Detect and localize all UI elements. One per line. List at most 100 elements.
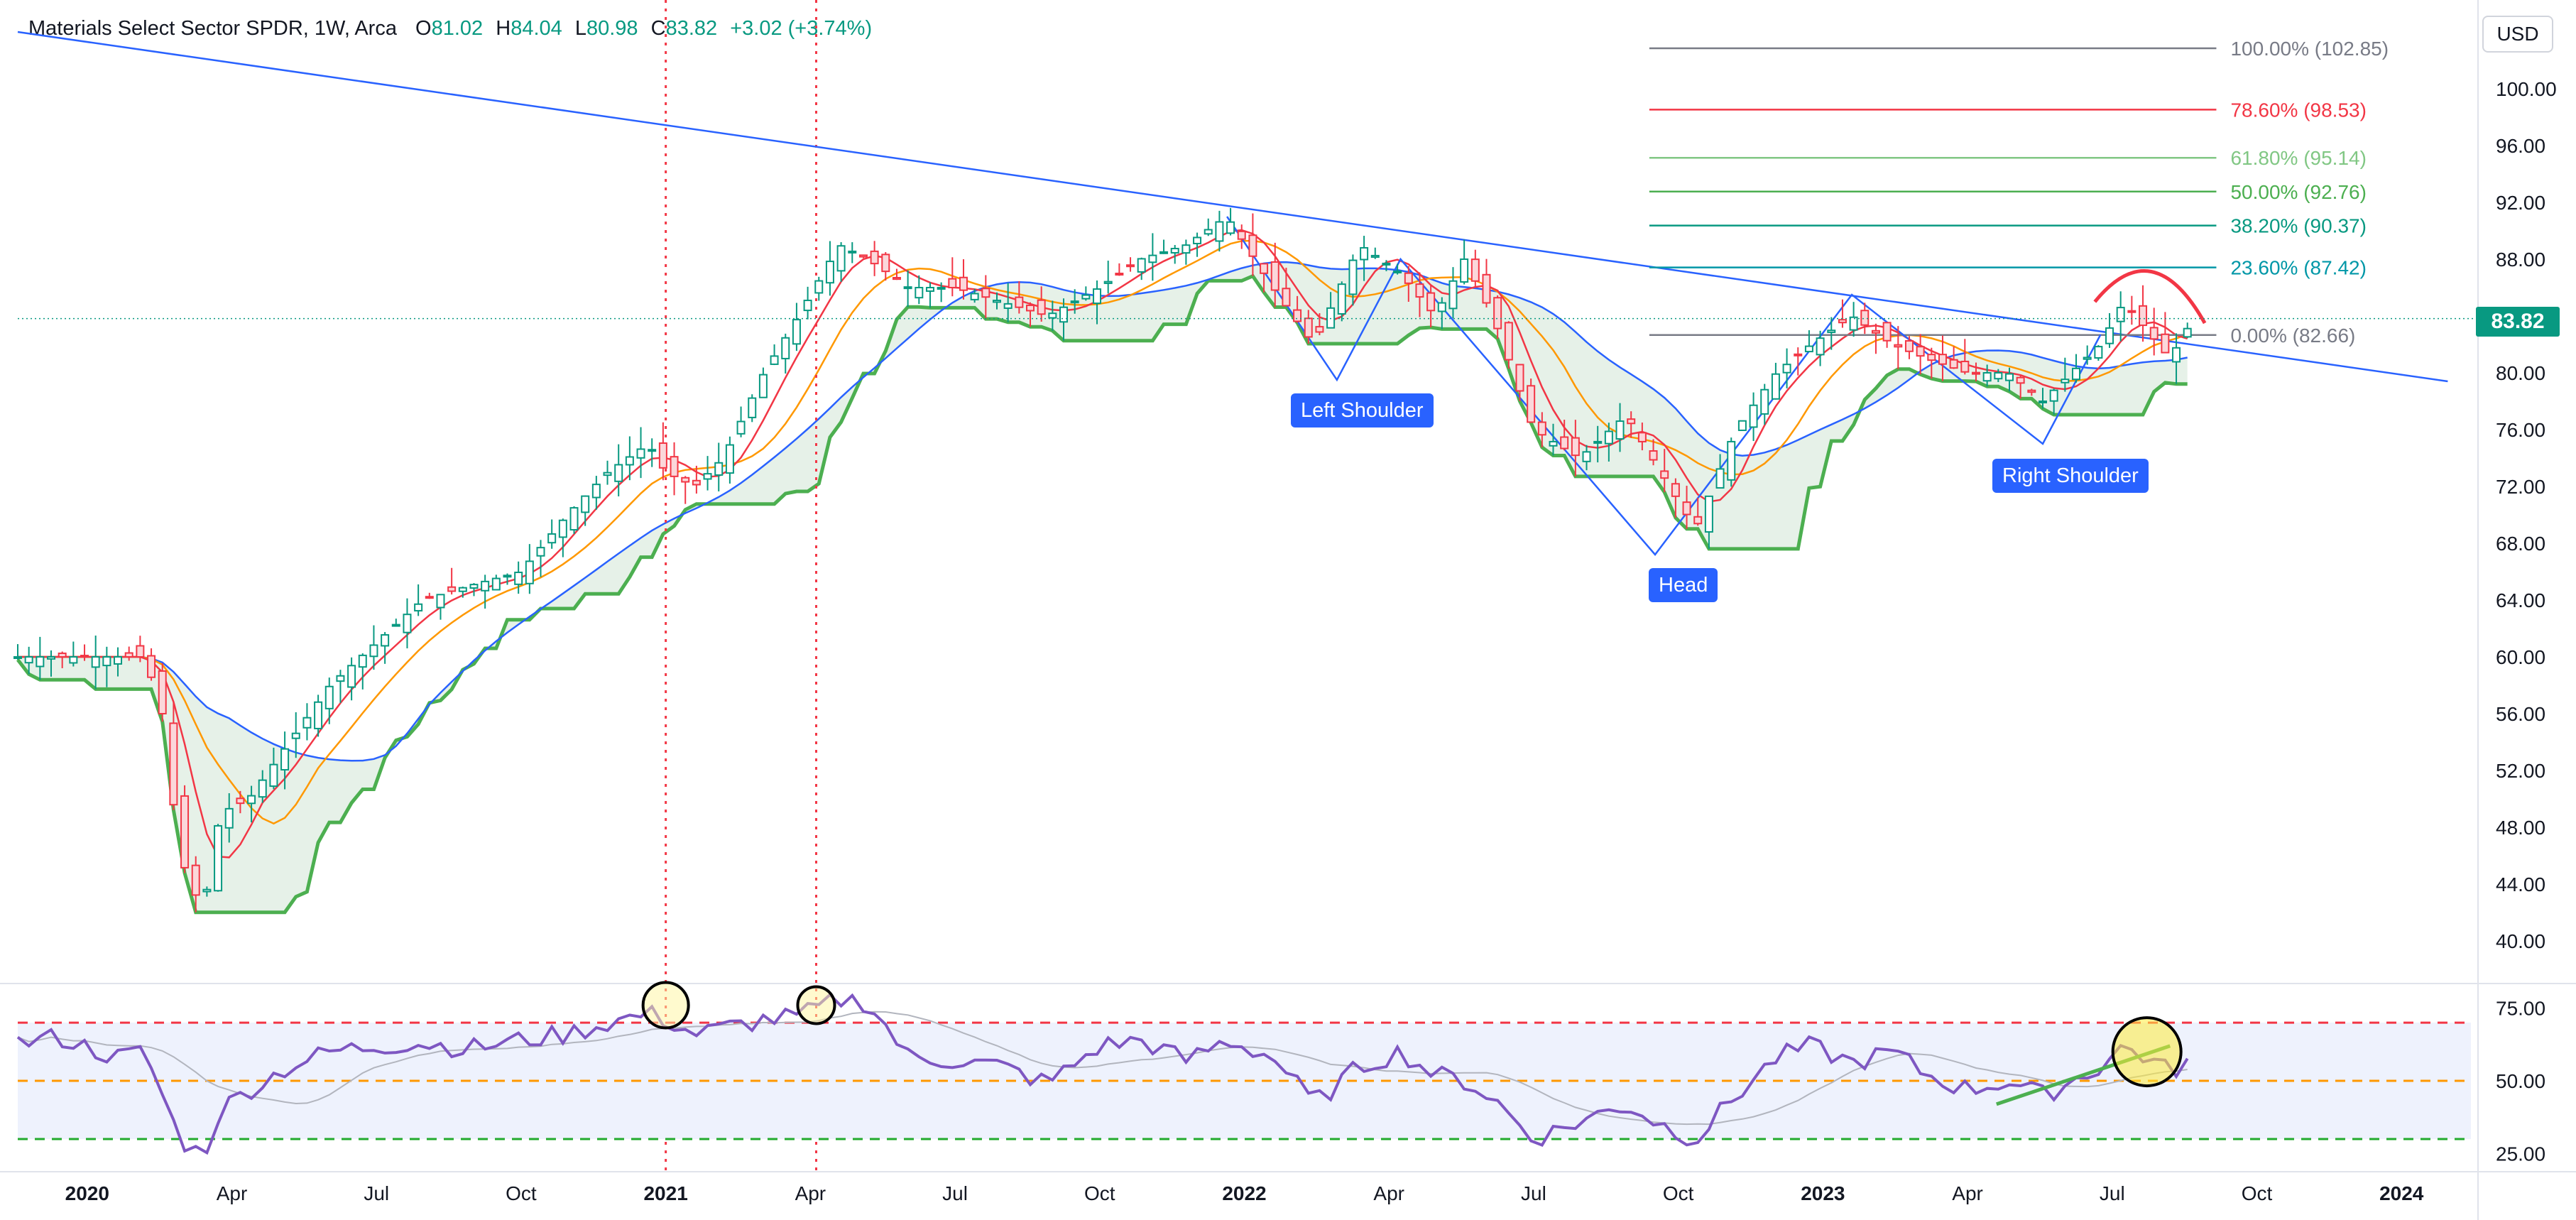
ma-mid-line (18, 239, 2188, 825)
candle-body (2161, 333, 2170, 354)
candle-body (202, 888, 212, 893)
price-tick-label-1: 44.00 (2496, 873, 2545, 895)
candle-body (925, 287, 934, 292)
price-tick-label-3: 52.00 (2496, 760, 2545, 782)
candle-body (558, 519, 567, 538)
high-value: 84.04 (511, 17, 562, 40)
candle-body (1293, 309, 1302, 322)
candle-body (1537, 421, 1546, 436)
candle-body (80, 655, 89, 658)
candle-body (1571, 437, 1580, 457)
candle-body (1237, 230, 1246, 240)
candle-body (358, 654, 367, 668)
candle-body (403, 614, 412, 633)
price-tick-label-6: 64.00 (2496, 589, 2545, 611)
candle-body (1404, 272, 1413, 284)
candle-body (948, 278, 957, 288)
candle-body (2105, 327, 2114, 344)
candle-body (591, 484, 601, 499)
candle-body (447, 586, 457, 592)
high-label: H (496, 17, 511, 40)
time-tick-label-2: Jul (364, 1182, 389, 1204)
candle-body (758, 374, 768, 398)
candle-body (836, 245, 846, 272)
candle-body (69, 656, 78, 664)
price-tick-label-7: 68.00 (2496, 533, 2545, 555)
candle-body (1838, 319, 1847, 324)
candle-body (770, 355, 779, 365)
candle-body (280, 748, 290, 770)
candle-body (658, 442, 667, 469)
candle-body (1794, 353, 1803, 356)
candle-body (1315, 326, 1324, 333)
candle-body (1148, 254, 1157, 263)
candle-body (881, 254, 890, 273)
candle-body (1938, 354, 1947, 365)
candle-body (458, 587, 467, 592)
price-tick-label-0: 40.00 (2496, 930, 2545, 952)
candle-body (369, 644, 378, 658)
candle-body (1326, 307, 1336, 329)
candle-body (1448, 280, 1458, 310)
candle-body (1860, 310, 1870, 326)
candle-body (1604, 430, 1613, 445)
candle-body (302, 717, 312, 729)
rsi-tick-label-0: 25.00 (2496, 1143, 2545, 1165)
candle-body (648, 449, 657, 452)
time-tick-label-16: 2024 (2379, 1182, 2424, 1204)
rsi-tick-label-2: 75.00 (2496, 998, 2545, 1020)
candle-body (1093, 288, 1102, 305)
candle-body (2072, 367, 2081, 381)
candle-body (692, 479, 701, 486)
candle-body (58, 652, 67, 658)
price-tick-label-13: 92.00 (2496, 192, 2545, 214)
candle-body (1193, 236, 1202, 244)
candle-body (525, 560, 534, 584)
candle-body (224, 807, 234, 829)
candle-body (1615, 420, 1625, 440)
candle-body (1115, 273, 1124, 276)
candle-body (236, 797, 245, 805)
open-value: 81.02 (431, 17, 484, 40)
currency-button[interactable]: USD (2482, 16, 2553, 53)
candle-body (2027, 389, 2036, 393)
candle-body (1549, 440, 1558, 447)
candle-body (47, 656, 56, 660)
symbol-name: Materials Select Sector SPDR, 1W, Arca (28, 17, 397, 40)
candle-body (1248, 234, 1257, 257)
trendline (17, 31, 2448, 383)
candle-body (1727, 440, 1736, 481)
head-label: Head (1649, 568, 1718, 602)
candle-body (1493, 297, 1502, 329)
candle-body (2183, 327, 2192, 338)
candle-body (1382, 262, 1391, 266)
low-value: 80.98 (586, 17, 638, 40)
price-tick-label-8: 72.00 (2496, 476, 2545, 498)
candle-body (870, 250, 879, 265)
candle-body (1782, 364, 1791, 374)
candle-body (1348, 259, 1358, 295)
time-tick-label-4: 2021 (643, 1182, 687, 1204)
candle-body (136, 645, 145, 658)
candle-body (91, 656, 100, 668)
fib-level-label-0: 100.00% (102.85) (2230, 38, 2389, 60)
candle-body (636, 448, 645, 459)
candle-body (1527, 385, 1536, 423)
candle-body (2061, 378, 2070, 383)
candle-body (1882, 322, 1892, 342)
fib-level-label-2: 61.80% (95.14) (2230, 147, 2366, 169)
candle-body (1682, 501, 1691, 516)
time-tick-label-13: Apr (1952, 1182, 1983, 1204)
candle-body (670, 456, 679, 477)
candle-body (481, 580, 490, 592)
time-tick-label-12: 2023 (1801, 1182, 1845, 1204)
candle-body (1126, 264, 1135, 268)
candle-body (1081, 294, 1091, 300)
price-tick-label-12: 88.00 (2496, 249, 2545, 271)
candle-body (514, 572, 523, 585)
candle-body (625, 456, 634, 466)
candle-body (814, 280, 824, 294)
candle-body (347, 665, 356, 688)
time-tick-label-6: Jul (942, 1182, 968, 1204)
